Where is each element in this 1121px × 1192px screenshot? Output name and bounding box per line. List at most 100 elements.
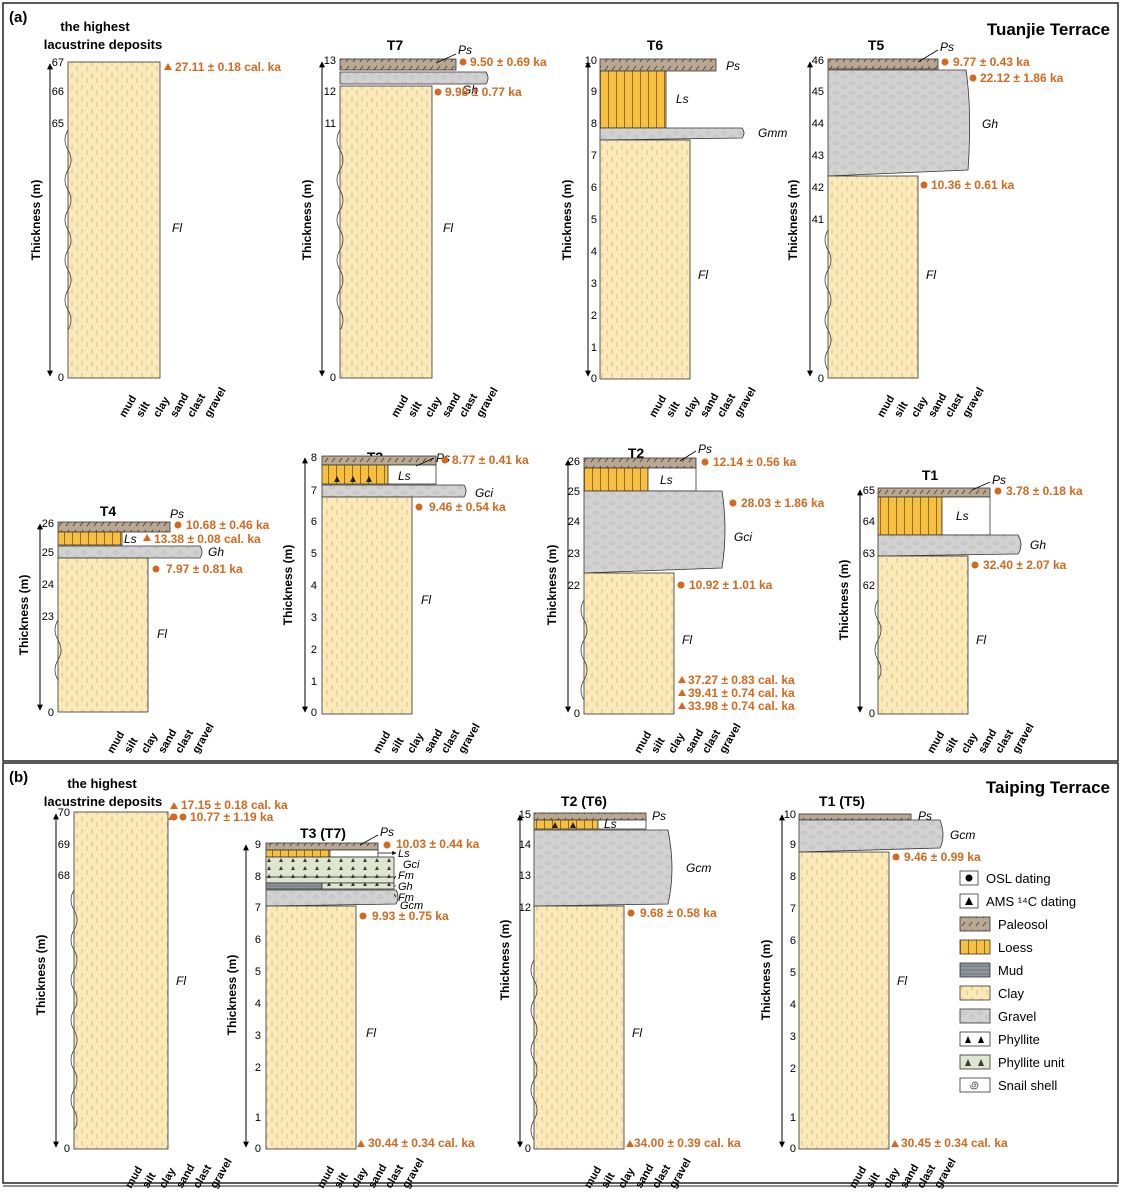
unit-pointer <box>393 893 397 898</box>
age-label: 30.44 ± 0.34 cal. ka <box>368 1136 475 1150</box>
ams-marker <box>357 1140 365 1147</box>
age-label: 10.03 ± 0.44 ka <box>396 837 480 851</box>
panel-b-title: Taiping Terrace <box>986 778 1110 797</box>
grain-tick: gravel <box>717 721 744 755</box>
tick-label: 0 <box>591 373 597 385</box>
axis-break <box>874 599 882 681</box>
age-label: 9.46 ± 0.99 ka <box>904 850 981 864</box>
age-label: 33.98 ± 0.74 cal. ka <box>688 699 795 713</box>
legend: OSL dating AMS ¹⁴C dating Paleosol Loess… <box>959 870 1076 1093</box>
legend-label: Snail shell <box>998 1078 1057 1093</box>
section-T7: T7 Ps Gh Fl 13 12 11 0 Thickness (m) 9.5… <box>300 37 547 420</box>
tick-label: 0 <box>330 372 336 384</box>
unit-gravel <box>599 127 745 141</box>
unit-gravel <box>321 484 467 498</box>
tick-label: 9 <box>255 839 261 851</box>
unit-label: Fl <box>172 221 182 235</box>
unit-label: Gmm <box>758 126 787 140</box>
unit-label: Ps <box>652 809 666 823</box>
grain-size-axis: mud silt clay sand clast gravel <box>371 721 483 755</box>
tick-label: 44 <box>812 118 824 130</box>
age-label: 10.68 ± 0.46 ka <box>186 518 270 532</box>
legend-snail: Snail shell <box>959 1077 1057 1093</box>
age-label: 9.46 ± 0.54 ka <box>429 500 506 514</box>
grain-tick: gravel <box>732 385 759 419</box>
tick-label: 9 <box>591 86 597 98</box>
unit-paleosol <box>321 455 437 466</box>
tick-label: 1 <box>311 676 317 688</box>
phyllite-icon <box>978 1059 984 1066</box>
tick-label: 0 <box>818 373 824 385</box>
grain-tick: gravel <box>667 1156 694 1190</box>
unit-white <box>941 496 991 536</box>
grain-tick: gravel <box>400 1156 427 1190</box>
unit-pointer <box>359 834 379 846</box>
age-label: 17.15 ± 0.18 cal. ka <box>181 798 288 812</box>
grain-size-axis: mud silt clay sand clast gravel <box>389 385 501 419</box>
legend-label: Phyllite unit <box>998 1055 1065 1070</box>
tick-label: 8 <box>255 871 261 883</box>
legend-mud: Mud <box>959 962 1023 978</box>
grain-tick: gravel <box>1010 721 1037 755</box>
section-T3: T3 Ps Ls Gci Fl 8 7 6 5 4 3 2 1 0 Thickn… <box>281 449 529 756</box>
unit-gravel <box>798 819 944 853</box>
tick-label: 1 <box>591 342 597 354</box>
grain-tick: clay <box>909 394 931 419</box>
tick-label: 24 <box>568 516 580 528</box>
grain-size-axis: mud silt clay sand clast gravel <box>647 385 759 419</box>
grain-tick: gravel <box>932 1156 959 1190</box>
unit-label: Gh <box>462 83 478 97</box>
tick-label: 43 <box>812 150 824 162</box>
age-label: 10.36 ± 0.61 ka <box>931 178 1015 192</box>
unit-label: Fl <box>366 1026 376 1040</box>
phyllite-icon <box>978 1036 984 1043</box>
axis-title: Thickness (m) <box>300 180 314 261</box>
grain-tick: gravel <box>190 721 217 755</box>
tick-label: 0 <box>525 1143 531 1155</box>
tick-label: 0 <box>255 1143 261 1155</box>
unit-clay <box>67 61 161 379</box>
tick-label: 6 <box>790 935 796 947</box>
age-label: 3.78 ± 0.18 ka <box>1006 484 1083 498</box>
axis-title: Thickness (m) <box>545 545 559 626</box>
phyllite-marker <box>570 822 576 828</box>
axis-title: Thickness (m) <box>17 575 31 656</box>
legend-gravel: Gravel <box>959 1008 1036 1024</box>
tick-label: 10 <box>784 809 796 821</box>
tick-label: 0 <box>574 708 580 720</box>
unit-label: Fl <box>157 627 167 641</box>
legend-label: Clay <box>998 986 1025 1001</box>
tick-label: 65 <box>52 118 64 130</box>
osl-marker <box>729 499 737 507</box>
age-label: 27.11 ± 0.18 cal. ka <box>175 60 281 74</box>
grain-size-axis: mud silt clay sand clast gravel <box>875 385 987 419</box>
unit-white <box>387 464 437 485</box>
grain-tick: clay <box>157 1165 179 1190</box>
unit-label: Gci <box>734 530 752 544</box>
unit-label: Ps <box>170 507 184 521</box>
tick-label: 6 <box>255 934 261 946</box>
age-label: 28.03 ± 1.86 ka <box>741 496 825 510</box>
age-label: 10.77 ± 1.19 ka <box>190 810 274 824</box>
axis-break <box>64 129 72 331</box>
section-highest-lacustrine-a: the highest lacustrine deposits Fl 67 66… <box>29 19 281 420</box>
legend-label: AMS ¹⁴C dating <box>986 894 1076 909</box>
osl-marker <box>383 841 391 849</box>
unit-label: Ps <box>458 43 472 57</box>
age-label: 30.45 ± 0.34 cal. ka <box>901 1136 1008 1150</box>
unit-loess <box>877 496 943 536</box>
osl-marker <box>174 521 182 529</box>
unit-clay <box>599 139 691 380</box>
unit-loess <box>599 70 667 129</box>
osl-marker <box>941 58 949 66</box>
osl-marker <box>701 458 709 466</box>
unit-label: Gcm <box>950 828 975 842</box>
tick-label: 0 <box>869 708 875 720</box>
tick-label: 42 <box>812 182 824 194</box>
unit-gravel <box>57 545 203 559</box>
tick-label: 22 <box>568 580 580 592</box>
osl-marker <box>459 58 467 66</box>
section-header: T7 <box>387 37 404 53</box>
tick-label: 7 <box>255 902 261 914</box>
